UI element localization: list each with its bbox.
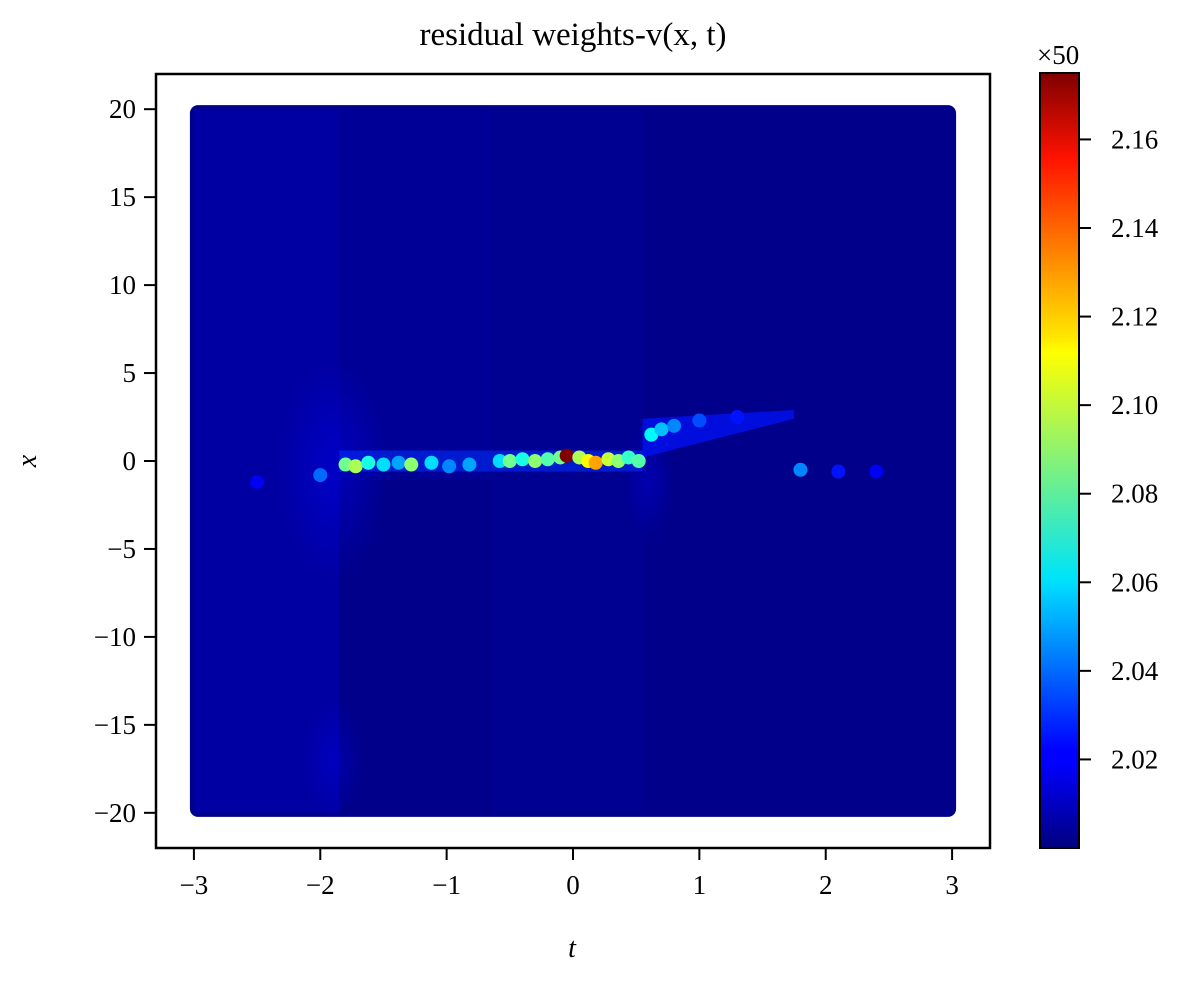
scatter-region-5 [794,109,953,813]
plot-area [189,105,957,821]
scatter-point-31 [313,468,328,483]
scatter-point-6 [424,455,439,470]
scatter-wedge [642,409,795,458]
colorbar-tick-label: 2.08 [1111,479,1158,509]
scatter-point-27 [730,410,745,425]
colorbar-tick-label: 2.06 [1111,567,1158,597]
x-axis-label: t [568,933,577,964]
x-tick-label: −2 [306,870,335,900]
y-tick-label: −10 [94,622,136,652]
y-tick-label: 20 [109,94,136,124]
scatter-point-32 [250,475,265,490]
x-tick-label: 3 [945,870,959,900]
scatter-point-22 [631,454,646,468]
scatter-point-5 [404,457,419,472]
y-tick-label: −5 [107,534,136,564]
scatter-point-2 [361,455,376,470]
y-axis-label: x [12,454,43,468]
scatter-point-11 [515,452,530,467]
scatter-point-8 [462,457,477,472]
scatter-point-3 [376,457,391,472]
chart-title: residual weights-v(x, t) [419,17,726,53]
colorbar-tick-label: 2.14 [1111,213,1159,243]
y-axis-ticks: 20 15 10 5 0 −5 −10 −15 −20 [94,94,156,828]
y-tick-label: 5 [123,358,137,388]
scatter-point-15 [559,448,574,463]
scatter-point-9 [492,454,507,468]
y-tick-label: 0 [123,446,137,476]
colorbar-tick-label: 2.02 [1111,744,1158,774]
scatter-glow-bottom [302,700,363,821]
x-tick-label: 0 [566,870,580,900]
y-tick-label: −20 [94,798,136,828]
x-tick-label: 2 [819,870,833,900]
colorbar-multiplier: ×50 [1037,40,1079,70]
scatter-point-18 [588,455,603,470]
colorbar-ticks: 2.02 2.04 2.06 2.08 2.10 2.12 2.14 2.16 [1079,124,1159,774]
colorbar [1039,72,1080,849]
scatter-point-12 [528,454,543,468]
scatter-point-10 [502,454,517,468]
y-tick-label: 10 [109,270,136,300]
scatter-point-13 [540,452,555,467]
scatter-point-4 [391,455,406,470]
scatter-glow-left [277,359,388,580]
x-tick-label: −1 [432,870,461,900]
colorbar-tick-label: 2.16 [1111,124,1158,154]
scatter-point-29 [831,464,846,479]
scatter-point-30 [869,464,884,479]
colorbar-tick-label: 2.04 [1111,656,1159,686]
scatter-point-1 [348,459,363,474]
x-axis-ticks: −3 −2 −1 0 1 2 3 [180,848,959,900]
scatter-point-24 [654,422,669,437]
scatter-point-25 [667,418,682,433]
colorbar-tick-label: 2.12 [1111,302,1158,332]
y-tick-label: 15 [109,182,136,212]
scatter-point-28 [793,462,808,477]
y-tick-label: −15 [94,710,136,740]
x-tick-label: −3 [180,870,209,900]
scatter-point-7 [442,459,457,474]
x-tick-label: 1 [693,870,707,900]
scatter-point-26 [692,413,707,428]
colorbar-tick-label: 2.10 [1111,390,1158,420]
